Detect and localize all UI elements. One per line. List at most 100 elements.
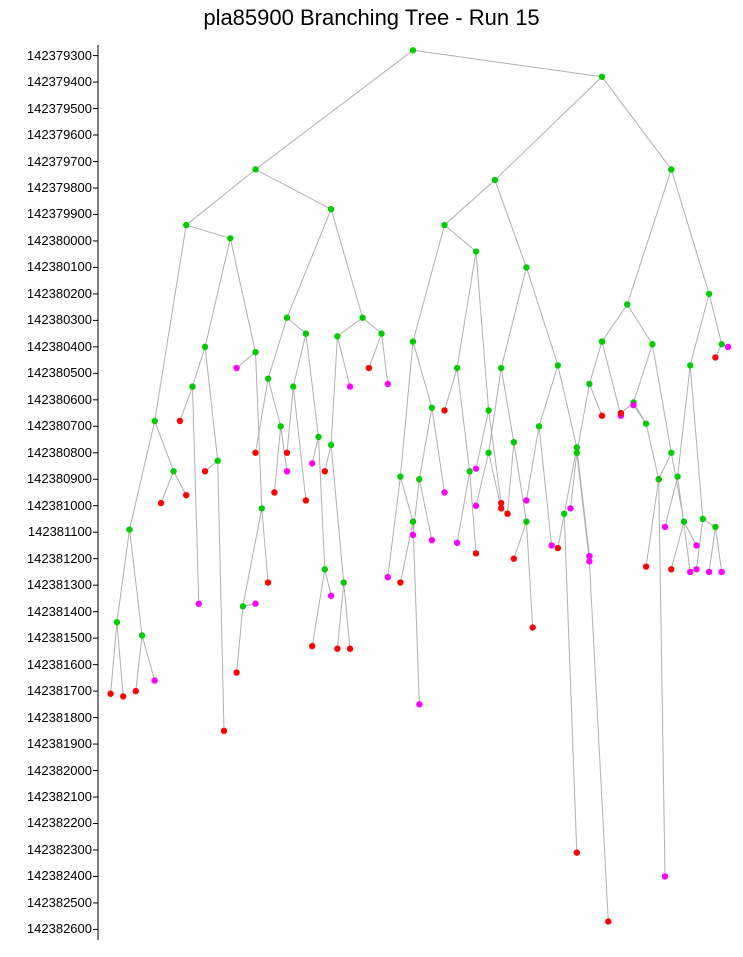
y-tick-label: 142379800: [2, 180, 92, 195]
tree-edge: [400, 477, 413, 522]
tree-edge: [111, 622, 117, 693]
tree-edge: [495, 180, 527, 267]
tree-node: [668, 450, 674, 456]
tree-edge: [331, 336, 337, 445]
tree-edge: [476, 252, 489, 411]
tree-node: [410, 518, 416, 524]
y-tick-label: 142380400: [2, 339, 92, 354]
tree-edge: [287, 209, 331, 318]
tree-node: [252, 601, 258, 607]
tree-node: [548, 542, 554, 548]
tree-node: [536, 423, 542, 429]
tree-edge: [413, 342, 432, 408]
tree-node: [114, 619, 120, 625]
tree-node: [485, 450, 491, 456]
y-tick-label: 142379300: [2, 48, 92, 63]
y-tick-label: 142381400: [2, 604, 92, 619]
tree-edge: [445, 180, 495, 225]
tree-edge: [287, 318, 306, 334]
tree-node: [170, 468, 176, 474]
y-tick-label: 142382600: [2, 921, 92, 936]
tree-node: [290, 383, 296, 389]
tree-edge: [117, 622, 123, 696]
tree-edge: [419, 479, 432, 540]
y-tick-label: 142382300: [2, 842, 92, 857]
tree-edge: [564, 514, 577, 853]
tree-node: [202, 344, 208, 350]
y-tick-label: 142381800: [2, 710, 92, 725]
tree-node: [397, 579, 403, 585]
tree-edge: [388, 477, 401, 578]
tree-edge: [337, 336, 350, 386]
tree-edge: [161, 471, 174, 503]
tree-node: [334, 646, 340, 652]
tree-edge: [369, 334, 382, 368]
tree-node: [215, 458, 221, 464]
y-tick-label: 142380000: [2, 233, 92, 248]
tree-node: [227, 235, 233, 241]
tree-edge: [627, 169, 671, 304]
tree-node: [341, 579, 347, 585]
tree-node: [643, 563, 649, 569]
tree-node: [252, 450, 258, 456]
tree-edge: [577, 453, 590, 562]
tree-edge: [659, 479, 665, 876]
tree-node: [567, 505, 573, 511]
tree-node: [599, 338, 605, 344]
tree-node: [473, 465, 479, 471]
tree-edge: [306, 334, 319, 437]
tree-node: [681, 518, 687, 524]
tree-edge: [589, 342, 602, 384]
tree-node: [120, 693, 126, 699]
tree-edge: [652, 344, 671, 453]
tree-node: [693, 566, 699, 572]
tree-node: [498, 505, 504, 511]
tree-node: [284, 450, 290, 456]
tree-edge: [457, 471, 470, 542]
y-tick-label: 142379700: [2, 154, 92, 169]
tree-node: [410, 338, 416, 344]
tree-edge: [526, 522, 532, 628]
tree-edge: [445, 368, 458, 410]
tree-node: [498, 365, 504, 371]
y-tick-label: 142381500: [2, 630, 92, 645]
tree-edge: [312, 437, 318, 463]
tree-edge: [489, 453, 502, 509]
y-tick-label: 142382100: [2, 789, 92, 804]
tree-edge: [256, 352, 262, 508]
y-tick-label: 142380700: [2, 418, 92, 433]
tree-edge: [344, 583, 350, 649]
tree-edge: [577, 384, 590, 453]
tree-edge: [646, 479, 659, 566]
tree-node: [706, 291, 712, 297]
tree-node: [561, 510, 567, 516]
tree-edge: [136, 635, 142, 691]
tree-node: [359, 315, 365, 321]
tree-node: [700, 516, 706, 522]
tree-node: [523, 264, 529, 270]
tree-node: [662, 873, 668, 879]
tree-edge: [268, 318, 287, 379]
tree-node: [303, 330, 309, 336]
y-tick-label: 142380900: [2, 471, 92, 486]
tree-node: [347, 383, 353, 389]
tree-edge: [526, 426, 539, 500]
tree-edge: [558, 365, 577, 447]
tree-edge: [690, 294, 709, 365]
tree-node: [586, 558, 592, 564]
tree-node: [643, 420, 649, 426]
tree-edge: [470, 471, 476, 553]
y-tick-label: 142382000: [2, 763, 92, 778]
tree-node: [668, 566, 674, 572]
tree-node: [441, 407, 447, 413]
tree-edge: [237, 352, 256, 368]
tree-node: [322, 468, 328, 474]
tree-edge: [243, 508, 262, 606]
tree-node: [126, 526, 132, 532]
tree-node: [599, 74, 605, 80]
tree-edge: [671, 522, 684, 570]
tree-node: [706, 569, 712, 575]
tree-edge: [256, 169, 332, 209]
tree-node: [693, 542, 699, 548]
tree-node: [183, 492, 189, 498]
